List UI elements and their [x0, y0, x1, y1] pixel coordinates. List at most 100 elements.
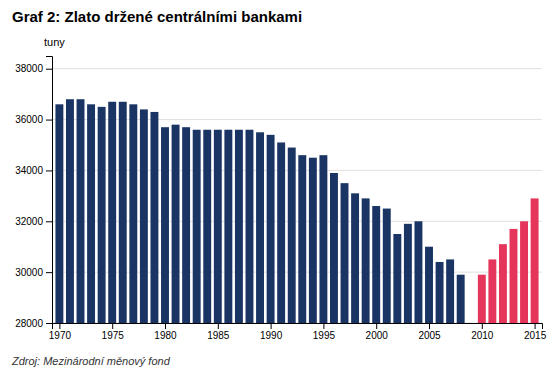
bar [129, 104, 137, 323]
y-tick-mark [46, 170, 52, 171]
bar [457, 275, 465, 323]
bar [224, 130, 232, 323]
bar [330, 173, 338, 323]
bar [108, 102, 116, 323]
x-tick: 1985 [207, 323, 230, 341]
bar [467, 323, 475, 324]
bar [414, 221, 422, 323]
x-tick-label: 1980 [154, 330, 177, 341]
x-tick: 1995 [313, 323, 336, 341]
annotation: Zdroj: Mezinárodní měnový fond [11, 355, 171, 367]
grid [52, 69, 542, 323]
x-tick-mark [535, 323, 536, 329]
x-tick-mark [112, 323, 113, 329]
x-axis: 1970 1975 1980 1985 1990 1995 2000 2005 2010 2015 [49, 323, 547, 341]
bar [488, 259, 496, 323]
x-tick: 1975 [102, 323, 125, 341]
bar [393, 234, 401, 323]
x-tick-label: 1975 [102, 330, 125, 341]
y-tick: 28000 [15, 318, 52, 329]
x-tick-label: 2000 [366, 330, 389, 341]
y-label: tuny [44, 36, 65, 48]
bar [531, 198, 539, 323]
bar [150, 112, 158, 323]
y-tick-label: 34000 [15, 165, 43, 176]
y-tick: 38000 [15, 63, 52, 74]
bar [341, 183, 349, 323]
bar [140, 109, 148, 323]
bar [298, 155, 306, 323]
x-tick: 2005 [418, 323, 441, 341]
x-tick-label: 2005 [418, 330, 441, 341]
y-tick-mark [46, 323, 52, 324]
y-axis: 28000 30000 32000 34000 36000 38000 [15, 57, 52, 329]
x-tick-mark [376, 323, 377, 329]
bar [277, 142, 285, 323]
bar [193, 130, 201, 323]
bar [256, 132, 264, 323]
x-tick-mark [482, 323, 483, 329]
bar [235, 130, 243, 323]
x-tick-mark [59, 323, 60, 329]
bar [87, 104, 95, 323]
bar [55, 104, 63, 323]
bar [372, 206, 380, 323]
x-tick-label: 1990 [260, 330, 283, 341]
bar [425, 247, 433, 323]
bars [55, 99, 538, 323]
bar [77, 99, 85, 323]
x-tick-mark [165, 323, 166, 329]
x-tick-label: 2015 [524, 330, 547, 341]
y-tick-label: 28000 [15, 318, 43, 329]
bar [362, 198, 370, 323]
y-tick-mark [46, 221, 52, 222]
bar [66, 99, 74, 323]
y-tick-mark [46, 69, 52, 70]
bar [203, 130, 211, 323]
bar [478, 275, 486, 323]
bar [214, 130, 222, 323]
bar [319, 155, 327, 323]
bar [499, 244, 507, 323]
y-tick-mark [46, 120, 52, 121]
y-tick-label: 36000 [15, 114, 43, 125]
y-tick-mark [46, 272, 52, 273]
y-tick: 30000 [15, 267, 52, 278]
x-tick: 1990 [260, 323, 283, 341]
x-tick-label: 1970 [49, 330, 72, 341]
y-tick: 32000 [15, 216, 52, 227]
x-tick-label: 2010 [471, 330, 494, 341]
x-axis-line [53, 324, 543, 330]
bar [404, 224, 412, 323]
x-tick: 1980 [154, 323, 177, 341]
y-axis-line [46, 57, 53, 324]
x-tick: 2015 [524, 323, 547, 341]
bar [309, 158, 317, 323]
bar [267, 135, 275, 323]
x-tick-label: 1995 [313, 330, 336, 341]
x-tick-mark [429, 323, 430, 329]
title: Graf 2: Zlato držené centrálními bankami [12, 8, 302, 25]
x-tick: 2010 [471, 323, 494, 341]
grid-line [52, 68, 542, 69]
x-tick-mark [323, 323, 324, 329]
bar [383, 209, 391, 323]
bar [510, 229, 518, 323]
y-tick-label: 32000 [15, 216, 43, 227]
bar [351, 193, 359, 323]
bar [246, 130, 254, 323]
x-tick-mark [218, 323, 219, 329]
x-tick: 2000 [366, 323, 389, 341]
y-tick: 36000 [15, 114, 52, 125]
bar [288, 148, 296, 323]
bar [98, 107, 106, 323]
bar [436, 262, 444, 323]
bar [119, 102, 127, 323]
x-tick: 1970 [49, 323, 72, 341]
bar [182, 127, 190, 323]
bar [161, 127, 169, 323]
bar [172, 125, 180, 323]
y-tick-label: 30000 [15, 267, 43, 278]
x-tick-mark [271, 323, 272, 329]
x-tick-label: 1985 [207, 330, 230, 341]
